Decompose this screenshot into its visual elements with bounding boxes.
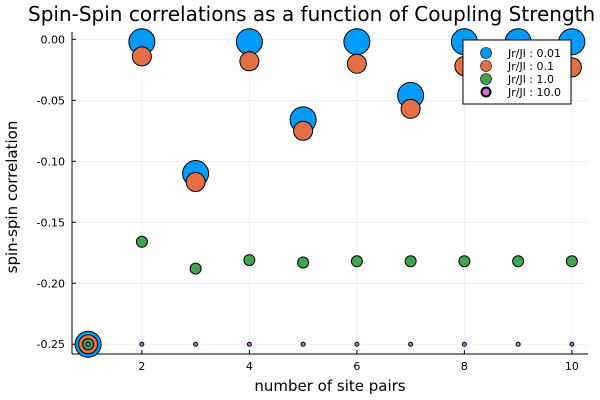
x-tick-label: 6 [353,360,360,373]
data-point [139,341,145,347]
data-point [300,341,306,347]
series-4-points [85,341,575,347]
data-point [343,28,371,56]
data-point [131,46,152,67]
data-point [85,341,91,347]
y-tick-label: -0.20 [37,277,65,290]
chart-title: Spin-Spin correlations as a function of … [28,2,595,26]
data-point [400,98,421,119]
y-axis-title: spin-spin correlation [3,121,21,274]
x-tick-label: 8 [461,360,468,373]
y-tick-label: 0.00 [41,33,66,46]
data-point [404,255,417,268]
x-tick-label: 2 [138,360,145,373]
data-point [354,341,360,347]
data-point [189,262,202,275]
data-point [515,341,521,347]
data-point [458,255,471,268]
data-point [461,341,467,347]
legend-label: Jr/Jl : 0.1 [507,60,554,73]
data-point [193,341,199,347]
x-axis-title: number of site pairs [254,377,405,395]
legend-label: Jr/Jl : 1.0 [507,73,554,86]
data-point [135,235,148,248]
legend-label: Jr/Jl : 0.01 [507,47,561,60]
y-tick-label: -0.15 [37,216,65,229]
data-point [243,254,256,267]
data-point [565,255,578,268]
legend-marker [480,60,492,72]
axes: 2 4 6 8 10 0.00 -0.05 -0.10 -0.15 -0.20 -0.25 [37,32,588,373]
legend-marker [480,73,492,85]
data-point [239,51,260,72]
data-point [293,120,314,141]
legend-marker [480,47,492,59]
series-3-points [82,235,578,351]
data-point [246,341,252,347]
data-point [512,255,525,268]
legend-marker [480,86,492,98]
data-point [569,341,575,347]
data-point [350,255,363,268]
data-point [235,28,263,56]
x-tick-label: 4 [246,360,253,373]
data-point [346,53,367,74]
y-tick-label: -0.25 [37,338,65,351]
x-tick-label: 10 [565,360,579,373]
data-point [408,341,414,347]
data-point [185,172,206,193]
grid [72,32,588,354]
y-tick-label: -0.10 [37,155,65,168]
y-tick-label: -0.05 [37,94,65,107]
data-point [297,256,310,269]
legend-label: Jr/Jl : 10.0 [507,86,561,99]
